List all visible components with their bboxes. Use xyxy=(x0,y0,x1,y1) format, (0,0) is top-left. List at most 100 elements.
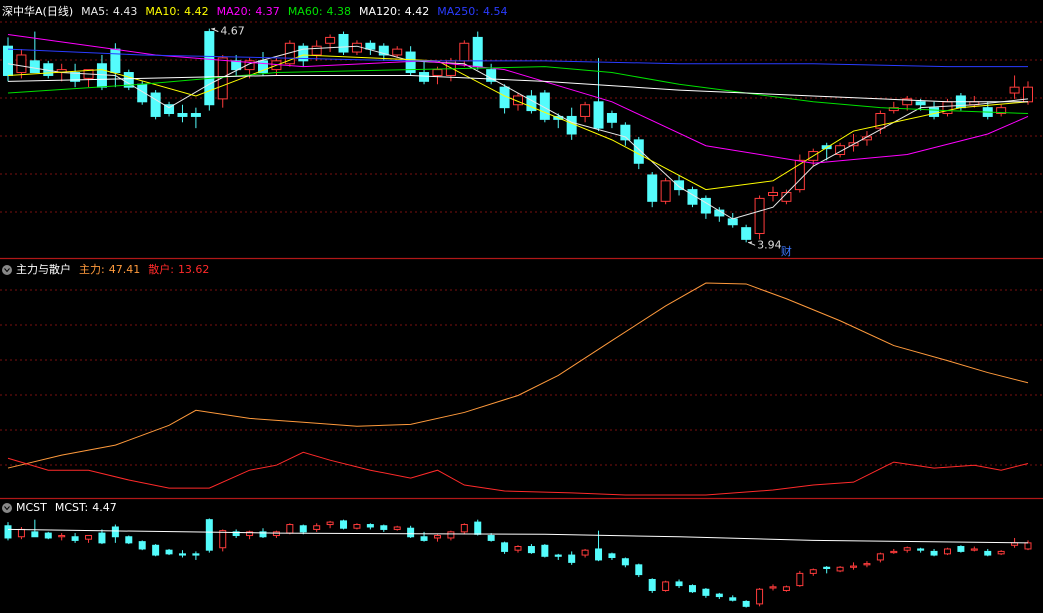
candle-body xyxy=(405,51,416,74)
candle-body xyxy=(138,541,146,550)
candle-body xyxy=(809,569,817,574)
legend-name: MA20 xyxy=(217,5,248,18)
legend-separator: : xyxy=(397,5,401,18)
candle-body xyxy=(460,524,468,533)
candle-body xyxy=(541,544,549,557)
candle-body xyxy=(365,42,376,50)
event-marker: 财 xyxy=(781,244,792,258)
panel-title: 深中华A(日线) xyxy=(2,4,73,18)
candle-body xyxy=(943,548,951,555)
candle-body xyxy=(96,63,107,88)
candle-body xyxy=(407,527,415,538)
candle-body xyxy=(353,524,361,529)
candle-body xyxy=(29,60,40,74)
candle-body xyxy=(647,174,658,202)
candle-body xyxy=(351,42,362,53)
candle-body xyxy=(313,525,321,530)
legend-separator: : xyxy=(475,5,479,18)
line-series xyxy=(7,66,1029,115)
candle-body xyxy=(660,180,671,202)
candle-body xyxy=(44,532,52,539)
candle-body xyxy=(392,48,403,56)
candle-body xyxy=(432,69,443,76)
candle-body xyxy=(782,586,790,591)
candle-body xyxy=(675,581,683,587)
candle-body xyxy=(150,92,161,117)
candle-body xyxy=(340,520,348,529)
candle-body xyxy=(433,535,441,539)
candle-body xyxy=(393,526,401,530)
panel-header: 主力与散户 主力: 47.41 散户: 13.62 xyxy=(16,262,209,276)
legend-name: 主力 xyxy=(79,263,101,276)
candle-body xyxy=(98,532,106,544)
candle-body xyxy=(258,60,268,74)
candle-body xyxy=(1009,86,1020,94)
candle-body xyxy=(850,565,858,568)
candle-body xyxy=(580,104,591,117)
line-series xyxy=(7,528,1029,544)
candle-body xyxy=(325,36,336,44)
annotation-arrowhead xyxy=(748,241,753,245)
candle-body xyxy=(566,115,577,135)
candle-body xyxy=(539,92,550,120)
candle-body xyxy=(419,72,430,82)
candle-body xyxy=(715,593,723,598)
candle-body xyxy=(984,550,992,556)
candle-body xyxy=(863,563,871,566)
panel-header: MCST MCST: 4.47 xyxy=(16,501,117,514)
legend-value: 4.54 xyxy=(483,5,508,18)
candle-body xyxy=(621,558,629,566)
candle-body xyxy=(272,531,280,537)
candle-body xyxy=(474,521,482,535)
legend-value: 47.41 xyxy=(109,263,141,276)
candle-body xyxy=(674,180,685,191)
candle-body xyxy=(633,139,644,164)
legend-separator: : xyxy=(105,5,109,18)
candle-body xyxy=(259,531,267,538)
candle-body xyxy=(487,535,495,541)
candle-body xyxy=(366,524,374,528)
candle-body xyxy=(620,124,631,141)
candle-body xyxy=(662,581,670,591)
collapse-icon[interactable] xyxy=(2,265,12,275)
candle-body xyxy=(595,548,603,561)
candle-body xyxy=(420,536,428,541)
candle-body xyxy=(164,104,175,115)
candle-body xyxy=(190,113,201,117)
candle-body xyxy=(85,535,93,540)
line-series xyxy=(7,451,1029,496)
legend-value: 4.42 xyxy=(184,5,209,18)
legend-name: MA10 xyxy=(145,5,176,18)
candle-body xyxy=(796,572,804,587)
candle-body xyxy=(970,548,978,551)
legend-name: MA5 xyxy=(81,5,105,18)
candle-body xyxy=(205,519,213,551)
candle-body xyxy=(1024,542,1032,550)
candle-body xyxy=(606,113,617,123)
candle-body xyxy=(58,535,66,538)
candle-body xyxy=(177,113,188,117)
candle-body xyxy=(472,36,483,68)
legend-value: 4.47 xyxy=(92,501,117,514)
legend-separator: : xyxy=(101,263,105,276)
candle-body xyxy=(246,531,254,537)
collapse-icon[interactable] xyxy=(2,503,12,513)
candle-body xyxy=(997,550,1005,555)
candle-body xyxy=(915,101,926,106)
candle-body xyxy=(581,549,589,556)
candle-body xyxy=(513,95,523,106)
candle-body xyxy=(70,72,81,82)
candle-body xyxy=(608,553,616,559)
candle-body xyxy=(957,546,965,552)
legend-value: 4.43 xyxy=(113,5,138,18)
candle-body xyxy=(311,45,322,56)
line-series xyxy=(7,33,1029,164)
candle-body xyxy=(17,528,25,538)
annotation-label: 4.67 xyxy=(220,25,245,38)
candle-body xyxy=(231,60,242,71)
legend-separator: : xyxy=(248,5,252,18)
panel-title: 主力与散户 xyxy=(16,262,71,276)
candle-body xyxy=(4,525,12,539)
candle-body xyxy=(459,42,470,62)
legend-name: 散户 xyxy=(148,262,170,276)
